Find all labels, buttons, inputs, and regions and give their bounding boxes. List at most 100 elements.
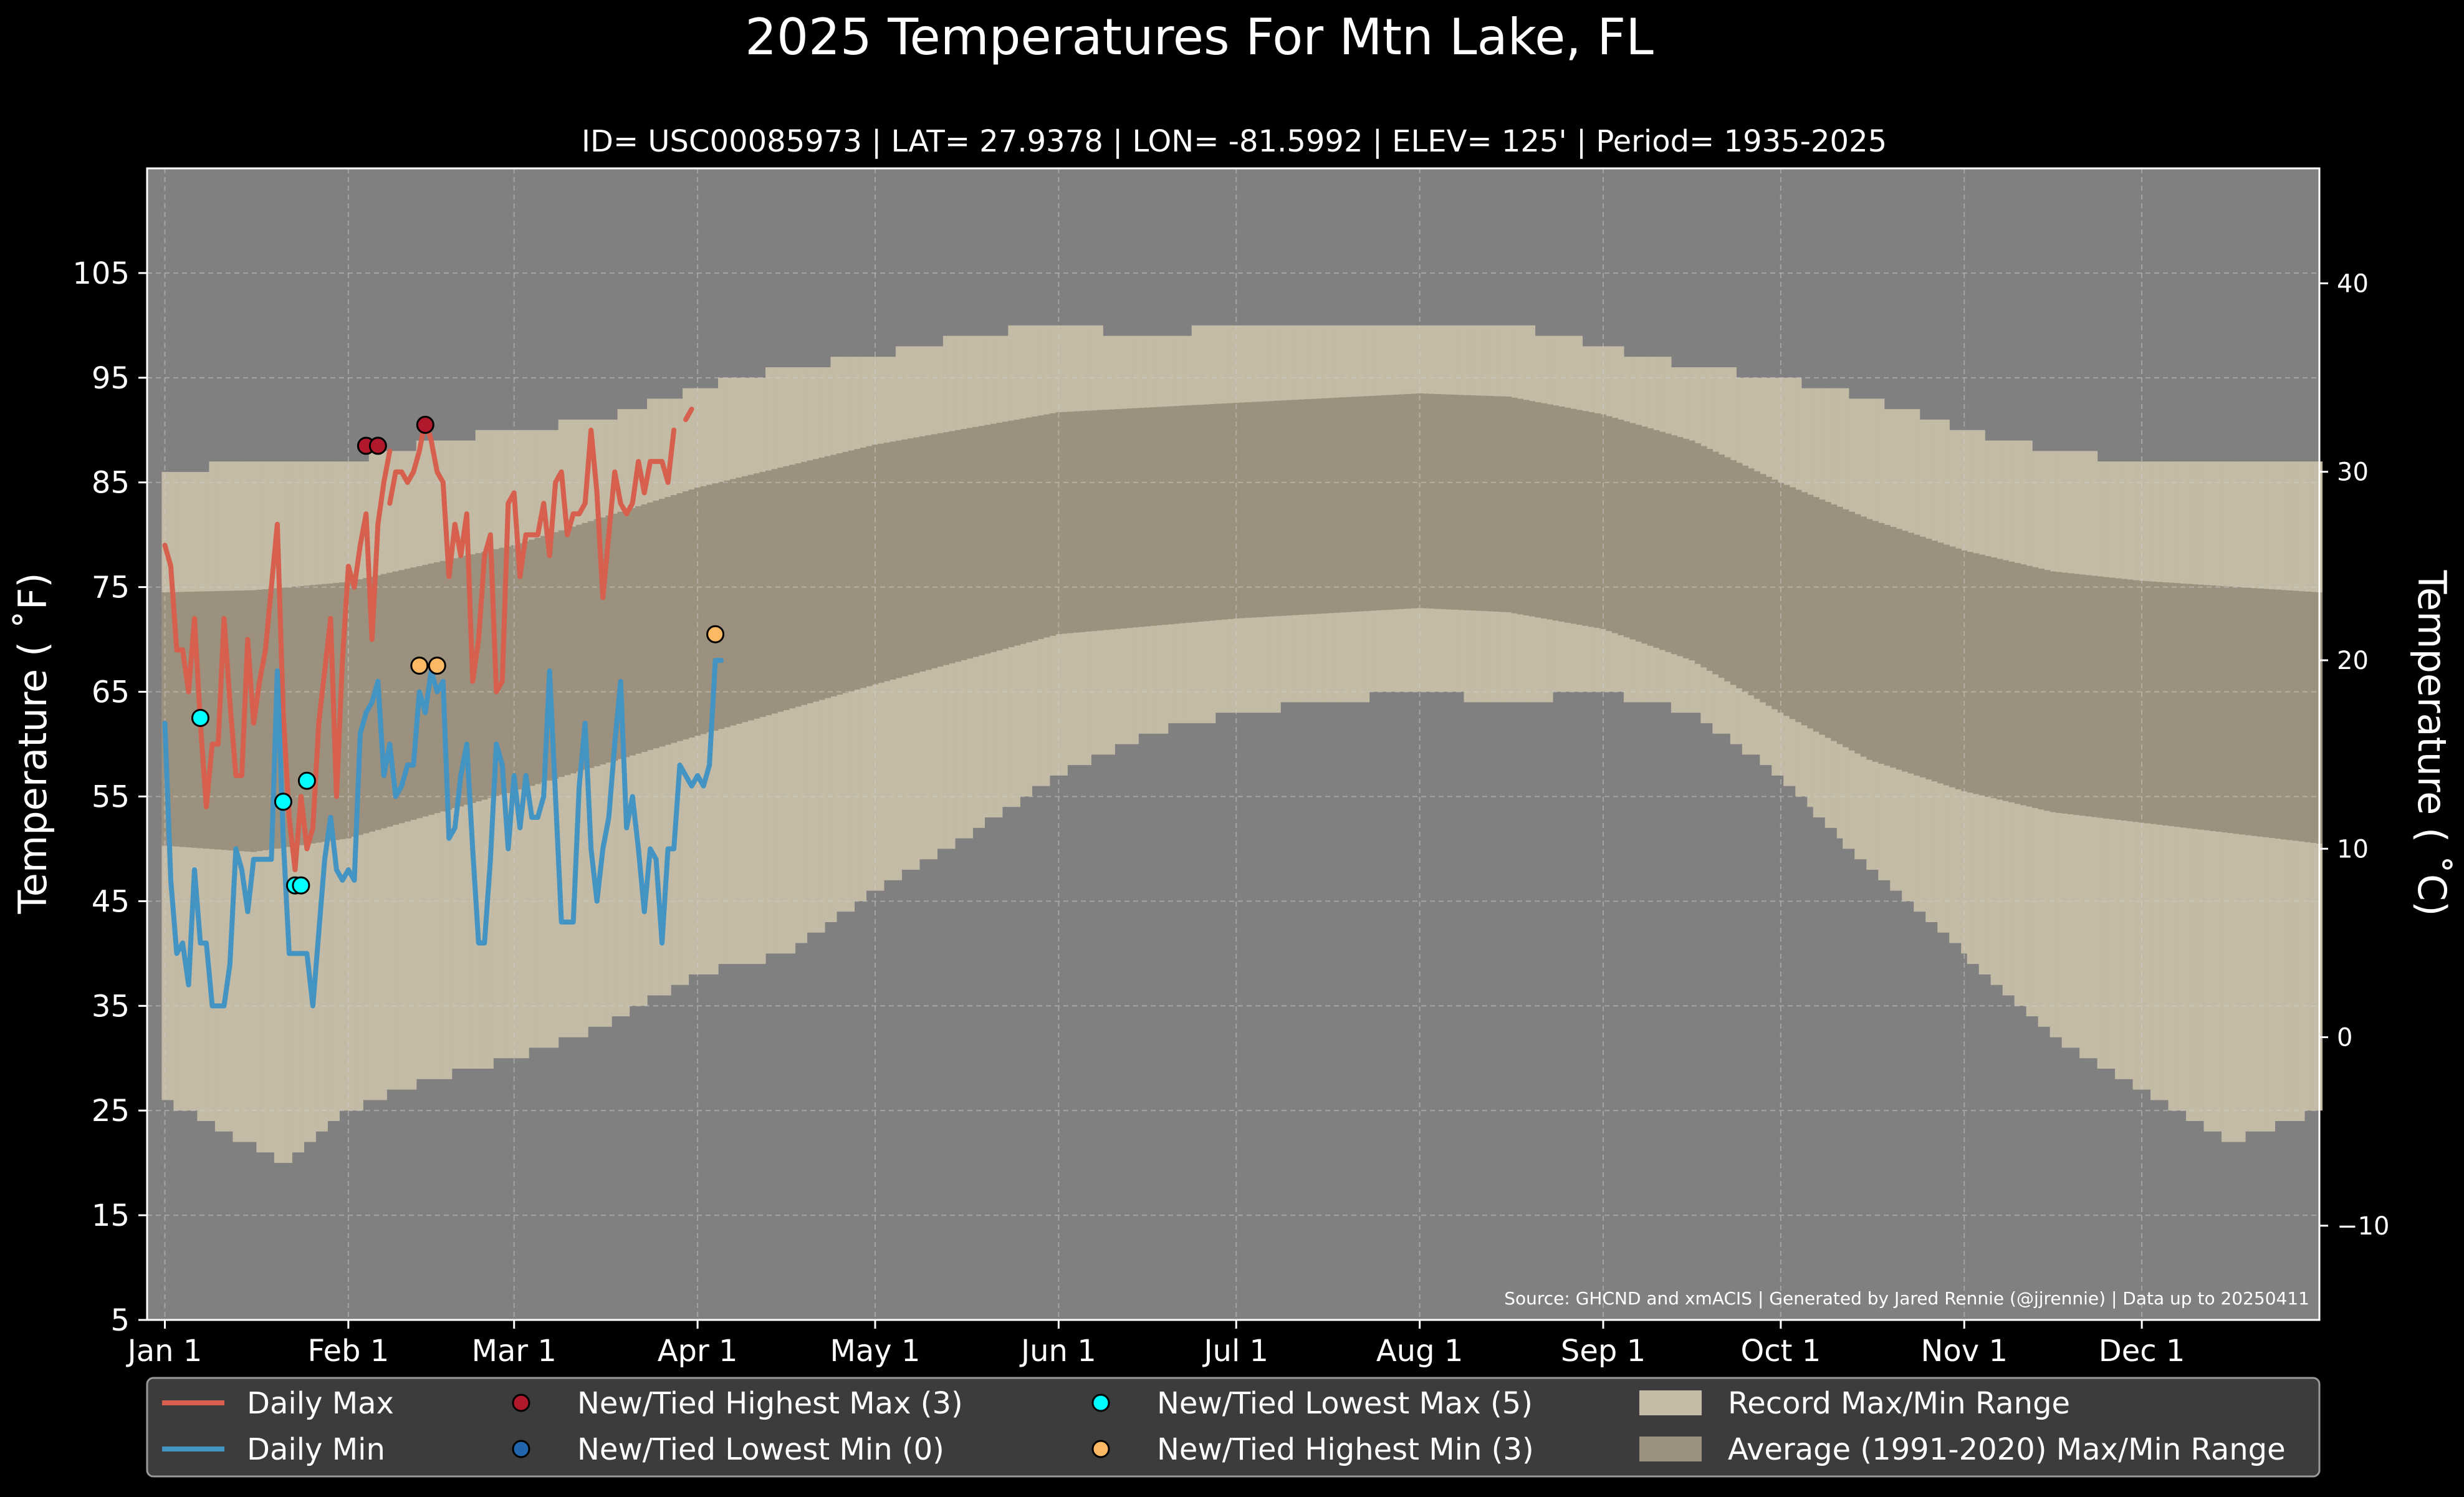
average-bar — [1233, 403, 1240, 619]
legend-patch-swatch — [1639, 1437, 1702, 1461]
y-tick-label: 65 — [92, 675, 130, 710]
average-bar — [1239, 402, 1245, 619]
average-bar — [1706, 448, 1713, 671]
average-bar — [1061, 412, 1068, 634]
average-bar — [600, 517, 606, 764]
average-bar — [1186, 405, 1192, 623]
average-bar — [446, 559, 453, 810]
average-bar — [771, 469, 778, 714]
average-bar — [1162, 407, 1169, 625]
legend-label: Daily Min — [247, 1432, 385, 1467]
average-bar — [836, 453, 843, 695]
average-bar — [1499, 396, 1506, 612]
average-bar — [895, 440, 903, 678]
average-bar — [671, 495, 678, 743]
average-bar — [777, 467, 784, 712]
average-bar — [1831, 504, 1838, 741]
average-bar — [517, 543, 524, 790]
average-bar — [1795, 489, 1802, 723]
average-bar — [2198, 584, 2205, 830]
y2-tick-label: 40 — [2337, 269, 2369, 298]
average-bar — [268, 589, 275, 850]
x-tick-label: Apr 1 — [658, 1334, 738, 1369]
average-bar — [422, 564, 429, 817]
average-bar — [1286, 400, 1293, 616]
average-bar — [1357, 396, 1364, 612]
average-bar — [1209, 404, 1216, 621]
average-bar — [2127, 579, 2134, 822]
average-bar — [617, 511, 624, 759]
average-bar — [481, 551, 488, 800]
legend-label: Record Max/Min Range — [1728, 1386, 2070, 1421]
average-bar — [1919, 536, 1926, 778]
average-bar — [1404, 393, 1411, 609]
average-bar — [1103, 410, 1110, 630]
legend-patch-swatch — [1639, 1390, 1702, 1415]
average-bar — [1025, 417, 1032, 643]
average-bar — [1434, 394, 1441, 609]
average-bar — [2121, 579, 2127, 821]
average-bar — [558, 530, 565, 777]
average-bar — [1452, 395, 1459, 610]
average-bar — [1440, 394, 1447, 610]
average-bar — [1032, 416, 1038, 641]
average-bar — [505, 546, 512, 793]
average-bar — [1411, 393, 1417, 609]
average-bar — [1535, 402, 1541, 618]
average-bar — [919, 436, 926, 671]
average-bar — [2268, 589, 2276, 839]
average-bar — [1393, 394, 1399, 610]
average-bar — [2109, 577, 2116, 819]
average-bar — [1902, 531, 1909, 772]
average-bar — [1730, 460, 1737, 685]
record-marker — [416, 415, 434, 434]
average-bar — [1819, 499, 1826, 735]
y2-tick-label: 10 — [2337, 835, 2369, 864]
record-marker — [191, 709, 209, 728]
average-bar — [1482, 395, 1488, 612]
average-bar — [676, 493, 683, 741]
legend-label: New/Tied Highest Min (3) — [1157, 1432, 1534, 1467]
daily-max-line — [387, 417, 677, 695]
average-bar — [1967, 552, 1973, 793]
average-bar — [2298, 591, 2305, 842]
average-bar — [807, 460, 813, 703]
average-bar — [1801, 492, 1808, 726]
average-bar — [451, 558, 458, 809]
average-bar — [1132, 408, 1139, 628]
average-bar — [1866, 519, 1873, 760]
legend-label: Average (1991-2020) Max/Min Range — [1728, 1432, 2286, 1467]
average-bar — [410, 567, 417, 820]
average-bar — [2245, 587, 2252, 835]
average-bar — [1588, 412, 1595, 627]
average-bar — [736, 478, 742, 724]
daily-series — [162, 407, 724, 1009]
average-bar — [1836, 506, 1843, 744]
average-bar — [2215, 585, 2222, 832]
average-bar — [345, 582, 352, 839]
average-bar — [2280, 590, 2288, 840]
average-bar — [683, 491, 689, 739]
record-marker — [428, 657, 446, 675]
average-bar — [1108, 409, 1115, 630]
average-bar — [1126, 408, 1133, 628]
average-bar — [1599, 414, 1607, 629]
average-bar — [1511, 397, 1518, 614]
average-bar — [292, 586, 299, 846]
average-bar — [475, 553, 482, 802]
average-bar — [1943, 544, 1950, 786]
average-bar — [2132, 580, 2139, 822]
average-bar — [913, 437, 920, 673]
average-bar — [866, 446, 873, 686]
average-bar — [428, 563, 434, 815]
average-bar — [1387, 395, 1394, 610]
average-bar — [398, 570, 405, 824]
average-bar — [2079, 574, 2086, 816]
average-bar — [1570, 408, 1577, 624]
average-bar — [1712, 451, 1719, 675]
average-bar — [1594, 413, 1601, 628]
average-bar — [1091, 410, 1098, 632]
y-tick-label: 45 — [92, 884, 130, 919]
average-bar — [966, 428, 973, 659]
average-bar — [173, 592, 180, 847]
